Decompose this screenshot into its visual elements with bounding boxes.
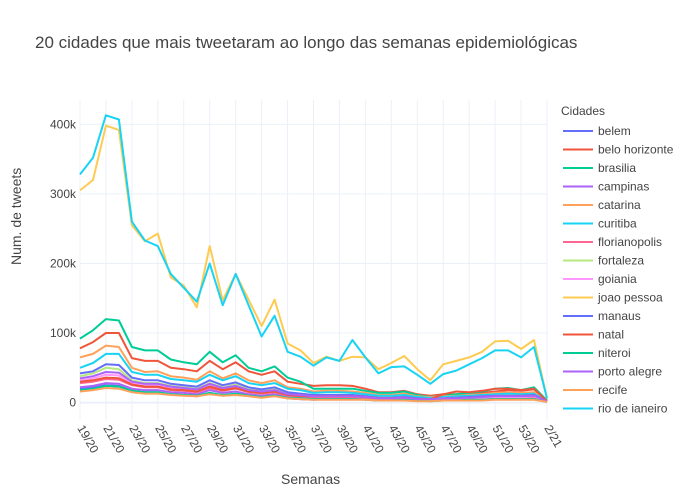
legend-item[interactable]: brasilia xyxy=(563,161,636,175)
series-line-joao-pessoa xyxy=(79,124,548,399)
legend-label: joao pessoa xyxy=(597,291,663,305)
legend-label: natal xyxy=(598,328,624,342)
y-tick-label: 200k xyxy=(50,256,77,270)
legend-label: campinas xyxy=(598,180,649,194)
y-tick-labels: 0 100k 200k 300k 400k xyxy=(50,117,77,409)
x-tick-label: 37/20 xyxy=(308,423,335,456)
legend-item[interactable]: porto alegre xyxy=(563,365,662,379)
legend-item[interactable]: niteroi xyxy=(563,346,631,360)
legend-label: florianopolis xyxy=(598,235,662,249)
legend-item[interactable]: belo horizonte xyxy=(563,143,674,157)
x-tick-label: 27/20 xyxy=(178,423,205,456)
legend-item[interactable]: florianopolis xyxy=(563,235,662,249)
legend-item[interactable]: belem xyxy=(563,124,631,138)
chart-title: 20 cidades que mais tweetaram ao longo d… xyxy=(35,33,578,52)
legend-item[interactable]: goiania xyxy=(563,272,637,286)
series-line-porto-alegre xyxy=(79,371,548,403)
x-tick-label: 41/20 xyxy=(360,423,387,456)
x-tick-label: 49/20 xyxy=(464,423,491,456)
legend-label: goiania xyxy=(598,272,637,286)
x-tick-label: 29/20 xyxy=(204,423,231,456)
x-tick-label: 19/20 xyxy=(74,423,101,456)
x-tick-label: 21/20 xyxy=(100,423,127,456)
legend-label: recife xyxy=(598,383,628,397)
y-tick-label: 0 xyxy=(69,396,76,410)
x-tick-label: 31/20 xyxy=(230,423,257,456)
x-tick-label: 45/20 xyxy=(412,423,439,456)
legend-item[interactable]: campinas xyxy=(563,180,649,194)
legend-item[interactable]: curitiba xyxy=(563,217,637,231)
x-tick-label: 43/20 xyxy=(386,423,413,456)
legend-label: manaus xyxy=(598,309,641,323)
legend-label: fortaleza xyxy=(598,254,644,268)
x-tick-labels: 19/2021/2023/2025/2027/2029/2031/2033/20… xyxy=(74,423,565,456)
x-tick-label: 53/20 xyxy=(515,423,542,456)
legend-label: rio de ianeiro xyxy=(598,402,668,416)
legend-label: curitiba xyxy=(598,217,637,231)
x-tick-label: 39/20 xyxy=(334,423,361,456)
series-lines xyxy=(79,114,548,403)
x-tick-label: 51/20 xyxy=(490,423,517,456)
legend-label: brasilia xyxy=(598,161,636,175)
legend-item[interactable]: natal xyxy=(563,328,624,342)
legend-item[interactable]: catarina xyxy=(563,198,641,212)
x-tick-label: 47/20 xyxy=(438,423,465,456)
series-line-curitiba xyxy=(79,352,548,403)
x-tick-label: 2/21 xyxy=(541,423,565,451)
legend-item[interactable]: recife xyxy=(563,383,628,397)
y-tick-label: 400k xyxy=(50,117,77,131)
series-line-rio-de-ianeiro xyxy=(79,114,548,399)
legend-item[interactable]: joao pessoa xyxy=(563,291,663,305)
x-tick-label: 35/20 xyxy=(282,423,309,456)
x-axis-title: Semanas xyxy=(281,471,341,487)
x-tick-label: 25/20 xyxy=(152,423,179,456)
legend-item[interactable]: manaus xyxy=(563,309,641,323)
legend-label: porto alegre xyxy=(598,365,662,379)
x-tick-label: 33/20 xyxy=(256,423,283,456)
legend-title: Cidades xyxy=(561,104,606,118)
legend-label: belo horizonte xyxy=(598,143,674,157)
legend[interactable]: belem belo horizonte brasilia campinas catar… xyxy=(563,124,674,416)
legend-item[interactable]: rio de ianeiro xyxy=(563,402,668,416)
series-line-recife xyxy=(79,387,548,403)
x-tick-label: 23/20 xyxy=(126,423,153,456)
y-tick-label: 100k xyxy=(50,326,77,340)
legend-label: catarina xyxy=(598,198,641,212)
legend-item[interactable]: fortaleza xyxy=(563,254,644,268)
legend-label: niteroi xyxy=(598,346,631,360)
legend-label: belem xyxy=(598,124,631,138)
y-tick-label: 300k xyxy=(50,187,77,201)
